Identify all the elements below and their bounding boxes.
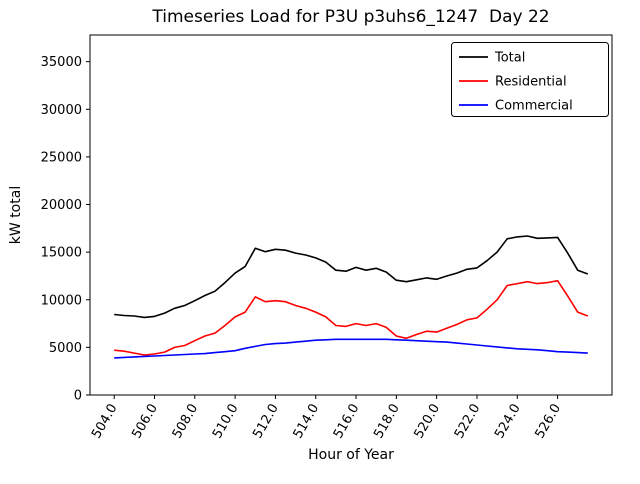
- legend-box: [451, 42, 609, 117]
- x-tick-label: 522.0: [452, 401, 484, 441]
- legend-label-residential: Residential: [495, 75, 567, 90]
- y-tick-label: 30000: [41, 103, 82, 118]
- x-tick-label: 520.0: [412, 402, 444, 442]
- y-tick-label: 5000: [49, 341, 82, 356]
- x-tick-label: 512.0: [250, 402, 282, 442]
- x-tick-label: 510.0: [210, 402, 242, 442]
- x-tick-label: 524.0: [492, 402, 524, 442]
- series-line-commercial: [114, 338, 588, 359]
- x-tick-label: 514.0: [291, 402, 323, 442]
- legend-label-commercial: Commercial: [495, 99, 573, 114]
- y-tick-label: 35000: [41, 55, 82, 70]
- x-axis-label: Hour of Year: [308, 447, 394, 463]
- y-axis-label: kW total: [8, 186, 24, 244]
- y-tick-label: 15000: [41, 246, 82, 261]
- y-tick-label: 25000: [41, 150, 82, 165]
- series-line-total: [114, 235, 589, 319]
- y-tick-label: 0: [74, 389, 82, 404]
- y-tick-label: 20000: [41, 198, 82, 213]
- chart-title: Timeseries Load for P3U p3uhs6_1247 Day …: [151, 7, 549, 27]
- legend-label-total: Total: [494, 51, 525, 66]
- series-line-residential: [114, 279, 589, 356]
- legend: Total Residential Commercial: [451, 42, 609, 117]
- x-tick-label: 518.0: [371, 402, 403, 442]
- x-tick-label: 506.0: [129, 402, 161, 442]
- x-tick-label: 504.0: [89, 402, 121, 442]
- plot-area: 0 5000 10000 15000 20000 25000 30000 35000 504.0…: [41, 55, 589, 442]
- x-tick-label: 516.0: [331, 402, 363, 442]
- axes-border: [89, 34, 613, 396]
- x-tick-label: 508.0: [170, 402, 202, 442]
- x-tick-label: 526.0: [532, 402, 564, 442]
- y-tick-label: 10000: [41, 293, 82, 308]
